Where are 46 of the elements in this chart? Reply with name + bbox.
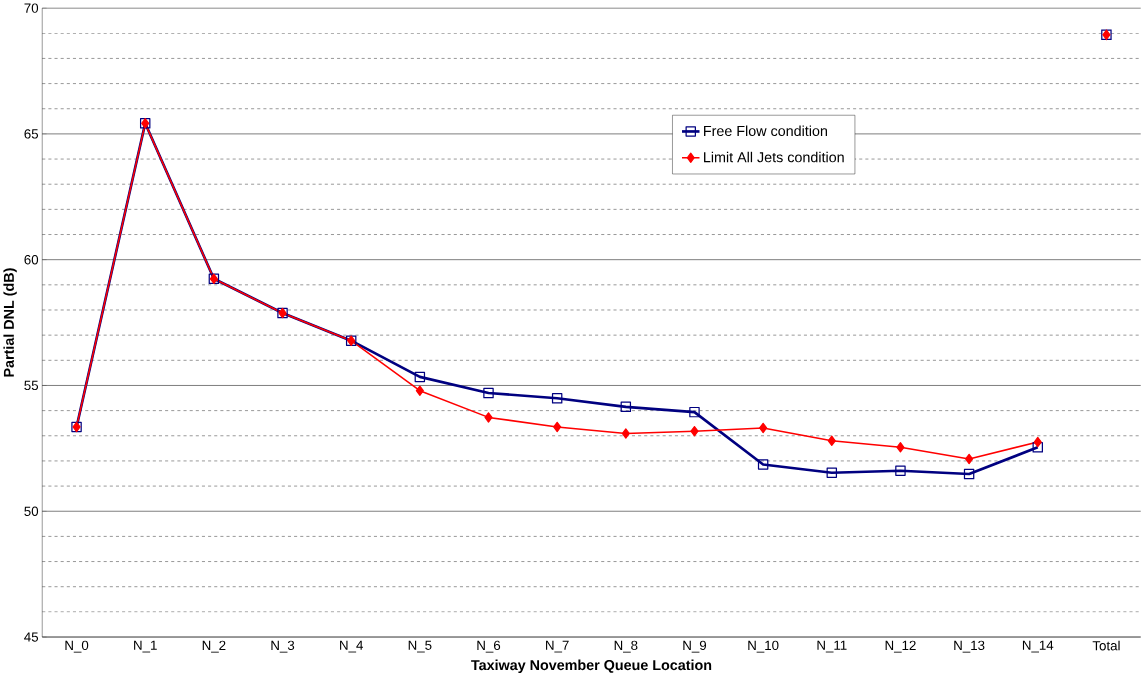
x-tick-label: N_13 <box>954 640 985 653</box>
x-tick-label: N_9 <box>683 640 707 653</box>
point <box>1033 436 1042 448</box>
y-tick-label: 50 <box>24 506 39 516</box>
y-tick-label: 60 <box>24 254 39 265</box>
point <box>690 425 699 437</box>
x-tick-label: N_4 <box>340 640 363 653</box>
x-tick-label: N_1 <box>134 640 157 653</box>
point <box>551 392 563 404</box>
x-tick-label: N_2 <box>202 640 226 653</box>
point <box>484 411 493 423</box>
x-tick-label: N_3 <box>271 640 295 653</box>
legend-label: Limit All Jets condition <box>704 151 844 163</box>
point <box>895 465 906 476</box>
point <box>759 422 768 434</box>
y-axis-title: Partial DNL (dB) <box>3 268 17 377</box>
point <box>620 401 632 412</box>
x-tick-label: N_10 <box>748 640 779 653</box>
x-tick-label: N_8 <box>614 640 638 653</box>
y-tick-label: 55 <box>24 380 39 390</box>
point <box>553 421 562 433</box>
point <box>826 467 838 478</box>
x-tick-label: Total <box>1092 640 1120 651</box>
x-tick-label: N_6 <box>477 640 501 653</box>
y-tick-label: 65 <box>24 128 39 139</box>
point <box>965 453 974 464</box>
point <box>827 435 836 446</box>
point <box>963 468 975 480</box>
x-axis-title: Taxiway November Queue Location <box>471 659 712 673</box>
x-tick-label: N_7 <box>546 640 569 653</box>
point <box>621 428 630 439</box>
x-tick-label: N_14 <box>1022 640 1054 653</box>
x-tick-label: N_5 <box>408 640 432 653</box>
x-tick-label: N_12 <box>885 640 916 653</box>
point <box>483 387 494 399</box>
point <box>415 385 424 396</box>
x-tick-label: N_0 <box>65 640 89 653</box>
x-tick-label: N_11 <box>817 640 847 653</box>
point <box>757 459 769 470</box>
legend-label: Free Flow condition <box>704 125 827 136</box>
point <box>896 441 905 453</box>
y-tick-label: 45 <box>24 632 39 642</box>
point <box>1032 441 1044 453</box>
y-tick-label: 70 <box>24 3 39 13</box>
point <box>414 371 426 382</box>
point <box>689 406 700 418</box>
